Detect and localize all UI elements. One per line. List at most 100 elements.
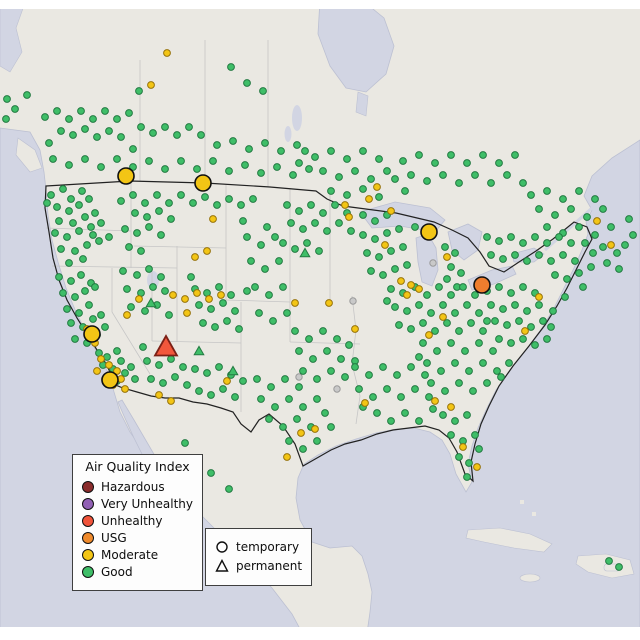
station-good[interactable]	[415, 301, 423, 309]
station-good[interactable]	[503, 171, 511, 179]
station-nodata[interactable]	[333, 385, 341, 393]
station-nodata[interactable]	[429, 259, 437, 267]
station-moderate[interactable]	[373, 183, 381, 191]
station-good[interactable]	[379, 271, 387, 279]
station-moderate[interactable]	[155, 391, 163, 399]
station-good[interactable]	[549, 307, 557, 315]
station-good[interactable]	[117, 133, 125, 141]
station-good[interactable]	[315, 247, 323, 255]
station-good[interactable]	[373, 409, 381, 417]
station-good[interactable]	[439, 301, 447, 309]
station-moderate[interactable]	[105, 361, 113, 369]
station-good[interactable]	[519, 179, 527, 187]
station-moderate[interactable]	[381, 241, 389, 249]
station-good[interactable]	[427, 379, 435, 387]
station-moderate[interactable]	[607, 241, 615, 249]
station-good[interactable]	[113, 115, 121, 123]
station-moderate[interactable]	[415, 285, 423, 293]
station-good[interactable]	[427, 309, 435, 317]
station-good[interactable]	[407, 325, 415, 333]
station-good[interactable]	[523, 307, 531, 315]
station-good[interactable]	[483, 317, 491, 325]
station-good[interactable]	[487, 179, 495, 187]
station-good[interactable]	[369, 393, 377, 401]
station-good[interactable]	[261, 139, 269, 147]
station-good[interactable]	[63, 305, 71, 313]
station-good[interactable]	[219, 299, 227, 307]
station-good[interactable]	[143, 357, 151, 365]
station-good[interactable]	[547, 257, 555, 265]
station-good[interactable]	[363, 249, 371, 257]
station-good[interactable]	[65, 115, 73, 123]
station-good[interactable]	[55, 273, 63, 281]
station-good[interactable]	[395, 225, 403, 233]
station-good[interactable]	[189, 199, 197, 207]
station-good[interactable]	[581, 239, 589, 247]
station-moderate[interactable]	[325, 299, 333, 307]
station-good[interactable]	[171, 373, 179, 381]
station-moderate[interactable]	[459, 443, 467, 451]
station-good[interactable]	[71, 293, 79, 301]
station-good[interactable]	[511, 251, 519, 259]
station-good[interactable]	[301, 147, 309, 155]
station-good[interactable]	[479, 151, 487, 159]
station-good[interactable]	[583, 213, 591, 221]
station-good[interactable]	[411, 223, 419, 231]
station-good[interactable]	[207, 305, 215, 313]
station-good[interactable]	[455, 379, 463, 387]
station-moderate[interactable]	[365, 195, 373, 203]
station-good[interactable]	[177, 157, 185, 165]
station-good[interactable]	[179, 363, 187, 371]
station-good[interactable]	[331, 201, 339, 209]
station-good[interactable]	[367, 267, 375, 275]
station-good[interactable]	[265, 291, 273, 299]
station-moderate[interactable]	[217, 291, 225, 299]
station-good[interactable]	[543, 239, 551, 247]
station-good[interactable]	[441, 243, 449, 251]
station-good[interactable]	[319, 209, 327, 217]
station-good[interactable]	[451, 359, 459, 367]
station-good[interactable]	[523, 257, 531, 265]
station-good[interactable]	[299, 403, 307, 411]
station-large-moderate[interactable]	[194, 174, 212, 192]
station-good[interactable]	[219, 385, 227, 393]
station-good[interactable]	[291, 327, 299, 335]
station-good[interactable]	[543, 223, 551, 231]
station-good[interactable]	[571, 257, 579, 265]
station-good[interactable]	[67, 195, 75, 203]
station-good[interactable]	[613, 249, 621, 257]
station-good[interactable]	[147, 375, 155, 383]
station-good[interactable]	[625, 215, 633, 223]
station-good[interactable]	[497, 373, 505, 381]
station-good[interactable]	[161, 287, 169, 295]
station-good[interactable]	[399, 243, 407, 251]
station-good[interactable]	[223, 317, 231, 325]
station-good[interactable]	[215, 283, 223, 291]
station-good[interactable]	[343, 191, 351, 199]
station-good[interactable]	[153, 191, 161, 199]
station-good[interactable]	[383, 385, 391, 393]
station-good[interactable]	[391, 175, 399, 183]
station-good[interactable]	[67, 277, 75, 285]
station-good[interactable]	[471, 171, 479, 179]
station-good[interactable]	[519, 239, 527, 247]
station-good[interactable]	[415, 151, 423, 159]
station-moderate[interactable]	[535, 293, 543, 301]
station-good[interactable]	[629, 231, 637, 239]
station-good[interactable]	[495, 159, 503, 167]
station-good[interactable]	[365, 371, 373, 379]
station-good[interactable]	[493, 367, 501, 375]
station-good[interactable]	[83, 241, 91, 249]
station-good[interactable]	[437, 367, 445, 375]
station-good[interactable]	[259, 87, 267, 95]
station-good[interactable]	[511, 151, 519, 159]
station-good[interactable]	[191, 365, 199, 373]
station-good[interactable]	[397, 393, 405, 401]
station-good[interactable]	[71, 247, 79, 255]
station-good[interactable]	[117, 197, 125, 205]
station-good[interactable]	[65, 259, 73, 267]
station-good[interactable]	[383, 229, 391, 237]
station-good[interactable]	[239, 217, 247, 225]
station-good[interactable]	[295, 383, 303, 391]
station-good[interactable]	[461, 347, 469, 355]
